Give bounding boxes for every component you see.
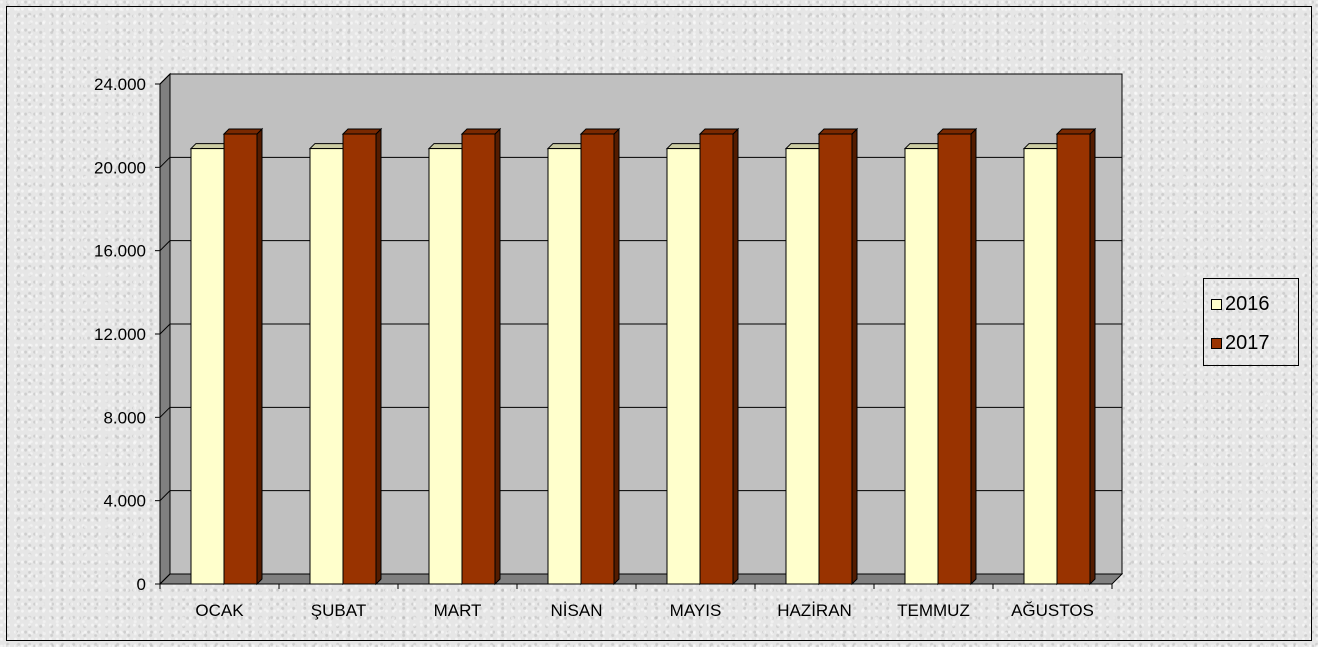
bar-2016-NİSAN	[546, 142, 588, 586]
bar-side	[494, 127, 501, 586]
bar-side	[375, 127, 382, 586]
bars	[189, 127, 1097, 586]
bar-front	[547, 148, 582, 585]
bar-top	[222, 128, 264, 135]
legend-label-2016: 2016	[1225, 292, 1270, 315]
bar-top	[698, 128, 740, 135]
bar-side	[1089, 127, 1096, 586]
bar-2017-ŞUBAT	[341, 127, 383, 586]
bar-top	[546, 143, 588, 150]
bar-front	[785, 148, 820, 585]
x-tick-label: AĞUSTOS	[1011, 601, 1094, 620]
y-tick-label: 12.000	[94, 325, 146, 344]
bar-side	[851, 127, 858, 586]
bar-2016-MAYIS	[665, 142, 707, 586]
bar-top	[665, 143, 707, 150]
bar-side	[256, 127, 263, 586]
bar-top	[341, 128, 383, 135]
bar-side	[970, 127, 977, 586]
bar-front	[699, 133, 734, 585]
gridline	[159, 73, 1122, 85]
bar-top	[460, 128, 502, 135]
bar-2017-TEMMUZ	[936, 127, 978, 586]
x-tick-label: MAYIS	[670, 601, 722, 620]
bar-top	[427, 143, 469, 150]
bar-front	[666, 148, 701, 585]
bar-top	[1055, 128, 1097, 135]
y-tick-label: 8.000	[103, 408, 146, 427]
bar-front	[580, 133, 615, 585]
legend-swatch-2016	[1211, 298, 1222, 310]
y-tick-label: 4.000	[103, 492, 146, 511]
plot-area	[158, 72, 1124, 586]
x-tick-label: OCAK	[195, 601, 244, 620]
bar-side	[732, 127, 739, 586]
bar-front	[1023, 148, 1058, 585]
x-tick-label: HAZİRAN	[777, 601, 852, 620]
bar-front	[937, 133, 972, 585]
bar-front	[342, 133, 377, 585]
bar-2017-NİSAN	[579, 127, 621, 586]
legend: 2016 2017	[1203, 278, 1299, 366]
legend-label-2017: 2017	[1225, 331, 1270, 354]
x-tick-label: ŞUBAT	[311, 601, 366, 620]
bar-front	[223, 133, 258, 585]
bar-top	[784, 143, 826, 150]
legend-swatch-2017	[1211, 337, 1222, 349]
bar-top	[903, 143, 945, 150]
bar-2016-AĞUSTOS	[1022, 142, 1064, 586]
bar-front	[190, 148, 225, 585]
y-tick-label: 20.000	[94, 158, 146, 177]
bar-top	[189, 143, 231, 150]
bar-front	[428, 148, 463, 585]
chart-frame	[6, 6, 1312, 641]
axes: 0 4.000 8.000 12.000 16.000 20.000 24.000 OCAK Ş…	[94, 75, 1113, 620]
y-tick-label: 0	[137, 575, 146, 594]
bar-top	[1022, 143, 1064, 150]
bar-2017-MART	[460, 127, 502, 586]
bar-top	[308, 143, 350, 150]
bar-2016-MART	[427, 142, 469, 586]
bar-2016-HAZİRAN	[784, 142, 826, 586]
bar-top	[817, 128, 859, 135]
y-tick-label: 16.000	[94, 242, 146, 261]
bar-2016-OCAK	[189, 142, 231, 586]
bar-2017-HAZİRAN	[817, 127, 859, 586]
bar-side	[613, 127, 620, 586]
bar-front	[818, 133, 853, 585]
plot-floor	[158, 573, 1124, 585]
bar-2016-TEMMUZ	[903, 142, 945, 586]
x-tick-label: MART	[434, 601, 482, 620]
bar-front	[461, 133, 496, 585]
bar-top	[579, 128, 621, 135]
bar-front	[309, 148, 344, 585]
bar-top	[936, 128, 978, 135]
bar-2016-ŞUBAT	[308, 142, 350, 586]
x-tick-label: TEMMUZ	[897, 601, 970, 620]
bar-front	[1056, 133, 1091, 585]
x-tick-label: NİSAN	[551, 601, 603, 620]
bar-2017-MAYIS	[698, 127, 740, 586]
y-tick-label: 24.000	[94, 75, 146, 94]
bar-2017-AĞUSTOS	[1055, 127, 1097, 586]
legend-item-2016: 2016	[1211, 292, 1270, 316]
bar-2017-OCAK	[222, 127, 264, 586]
legend-item-2017: 2017	[1211, 331, 1270, 355]
bar-front	[904, 148, 939, 585]
